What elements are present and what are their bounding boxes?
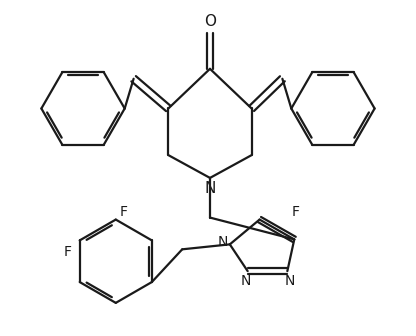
Text: N: N [240, 274, 251, 288]
Text: F: F [120, 205, 128, 219]
Text: O: O [204, 14, 216, 29]
Text: N: N [284, 274, 295, 288]
Text: F: F [64, 245, 72, 259]
Text: N: N [218, 236, 228, 249]
Text: N: N [204, 181, 215, 196]
Text: F: F [291, 205, 299, 219]
